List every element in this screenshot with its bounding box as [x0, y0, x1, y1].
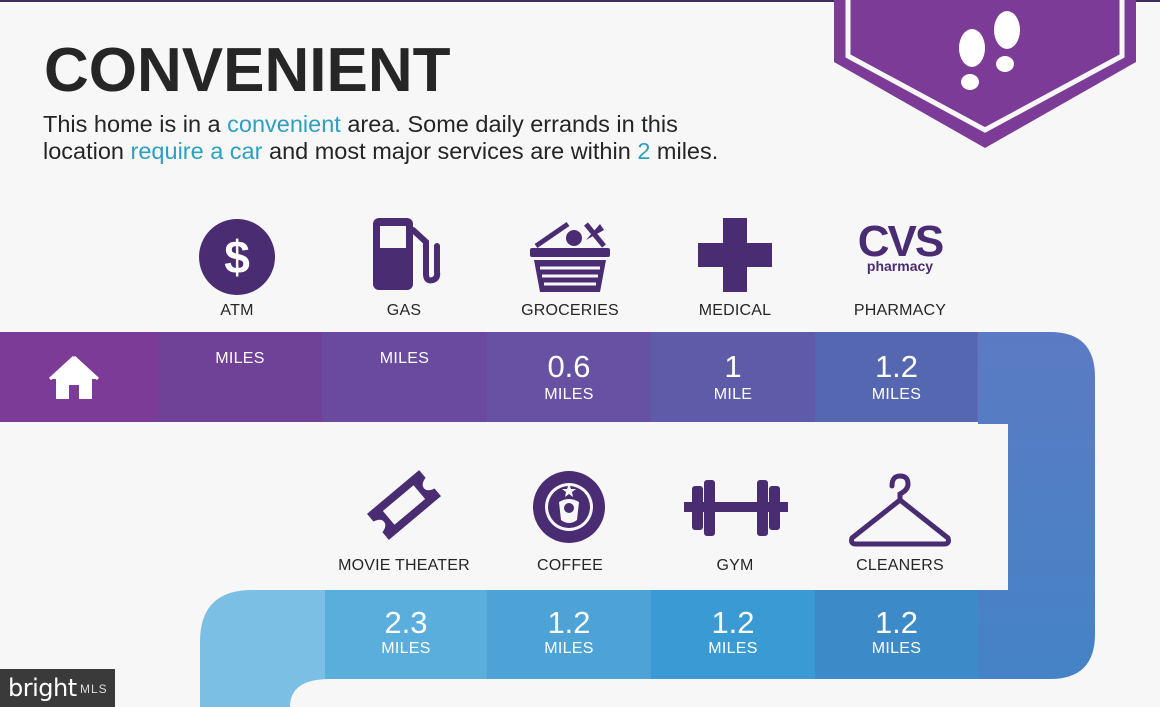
grocery-basket-icon — [530, 221, 610, 292]
distance-unit: MILES — [544, 386, 594, 403]
walk-badge — [834, 0, 1136, 148]
distance-unit: MILES — [708, 640, 758, 657]
hanger-icon — [849, 473, 951, 547]
desc-highlight: convenient — [227, 111, 341, 137]
cvs-logo-icon: CVS pharmacy — [852, 217, 948, 282]
distance-value: 1.2 — [547, 605, 591, 640]
dumbbell-icon — [684, 480, 788, 536]
label-groceries: GROCERIES — [521, 302, 619, 319]
label-coffee: COFFEE — [536, 557, 604, 574]
watermark-suffix: MLS — [80, 682, 108, 696]
medical-cross-icon — [698, 218, 772, 292]
distance-coffee: 1.2 MILES — [487, 590, 651, 679]
distance-unit: MILES — [544, 640, 594, 657]
cvs-logo-subtext: pharmacy — [866, 258, 934, 274]
distance-groceries: 0.6 MILES — [487, 332, 651, 422]
distance-unit: MILES — [379, 350, 430, 367]
label-gas: GAS — [386, 302, 422, 319]
distance-value: 1.2 — [874, 349, 919, 384]
dollar-circle-icon: $ — [199, 219, 275, 295]
desc-text: area. Some daily errands in this — [340, 111, 678, 137]
label-pharmacy: PHARMACY — [853, 302, 947, 319]
distance-cleaners: 1.2 MILES — [815, 590, 978, 679]
distance-movie-theater: 2.3 MILES — [325, 590, 487, 679]
label-movie-theater: MOVIE THEATER — [338, 557, 470, 574]
distance-gas: MILES — [322, 332, 487, 422]
desc-text: miles. — [650, 138, 719, 164]
desc-highlight: require a car — [130, 138, 263, 164]
starbucks-logo-icon — [533, 471, 605, 543]
desc-text: and most major services are within — [262, 138, 638, 164]
distance-value: 1 — [724, 349, 742, 384]
distance-unit: MILE — [713, 386, 753, 403]
distance-gym: 1.2 MILES — [651, 590, 815, 679]
distance-atm: MILES — [158, 332, 322, 422]
distance-unit: MILES — [871, 386, 922, 403]
footprints-icon — [959, 11, 1020, 90]
distance-value: 1.2 — [874, 605, 919, 640]
distance-value: 1.2 — [711, 605, 755, 640]
cvs-logo-text: CVS — [857, 217, 944, 266]
distance-unit: MILES — [381, 640, 431, 657]
svg-text:$: $ — [224, 231, 250, 283]
label-medical: MEDICAL — [698, 302, 772, 319]
distance-unit: MILES — [871, 640, 922, 657]
distance-medical: 1 MILE — [651, 332, 815, 422]
desc-text: location — [43, 138, 131, 164]
distance-value: 2.3 — [384, 605, 428, 640]
desc-highlight: 2 — [637, 138, 651, 164]
label-gym: GYM — [716, 557, 754, 574]
page-title: CONVENIENT — [44, 36, 451, 105]
distance-value: 0.6 — [547, 349, 591, 384]
ticket-icon — [367, 470, 441, 540]
label-cleaners: CLEANERS — [856, 557, 944, 574]
description: This home is in a convenient area. Some … — [43, 111, 863, 165]
distance-path — [0, 332, 1095, 707]
label-atm: ATM — [220, 302, 254, 319]
distance-pharmacy: 1.2 MILES — [815, 332, 978, 422]
gas-pump-icon — [373, 218, 441, 290]
home-icon — [48, 355, 100, 399]
bright-mls-watermark: bright MLS — [0, 669, 115, 707]
distance-unit: MILES — [215, 350, 265, 367]
top-border — [0, 0, 1160, 2]
desc-text: This home is in a — [43, 111, 228, 137]
watermark-brand: bright — [8, 674, 77, 702]
